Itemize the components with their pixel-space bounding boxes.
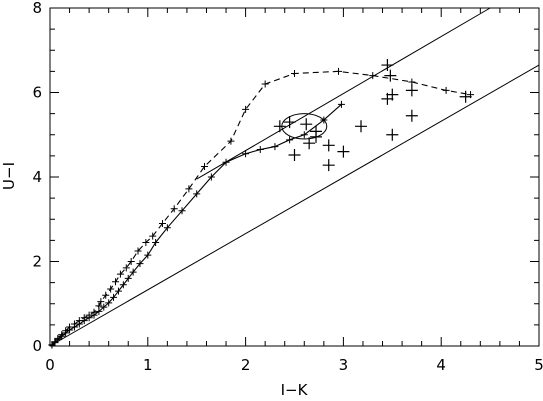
series-2-point-12 <box>95 307 103 315</box>
axis-tick-labels: 0 1 2 3 4 5 0 2 4 6 8 <box>32 0 543 374</box>
series-1-point-33 <box>408 78 416 86</box>
series-3-point-1 <box>273 120 286 133</box>
series-1-point-20 <box>134 247 142 255</box>
series-2-point-19 <box>129 268 137 276</box>
series-2-point-26 <box>207 173 215 181</box>
series-2-point-17 <box>119 281 127 289</box>
data-series <box>48 59 475 349</box>
x-axis-title: I−K <box>281 381 309 399</box>
x-tick-label: 2 <box>241 356 251 374</box>
series-1-point-30 <box>291 69 298 77</box>
series-2-point-22 <box>152 238 160 246</box>
series-3-point-13 <box>384 69 397 82</box>
series-1-point-32 <box>369 72 377 80</box>
series-1-point-21 <box>142 238 150 246</box>
series-3-point-11 <box>355 120 368 133</box>
series-3-point-18 <box>405 109 418 122</box>
series-3-point-3 <box>300 118 313 131</box>
series-2-point-7 <box>70 323 78 331</box>
reference-lines <box>49 7 540 347</box>
series-1-point-23 <box>158 219 166 227</box>
series-3-point-9 <box>322 159 335 172</box>
series-3-point-10 <box>337 145 350 158</box>
series-3-point-7 <box>288 149 301 162</box>
series-2-point-29 <box>256 146 264 154</box>
series-1-point-16 <box>112 278 120 286</box>
series-1-point-25 <box>185 185 193 193</box>
series-2-point-30 <box>271 143 279 151</box>
series-1-point-27 <box>227 137 235 145</box>
series-1-point-34 <box>442 86 450 94</box>
series-3-point-2 <box>283 116 296 129</box>
series-2-line <box>51 103 342 346</box>
reference-line-2 <box>49 64 540 347</box>
series-3-point-19 <box>459 90 472 103</box>
series-2-point-3 <box>54 336 62 344</box>
series-2-point-23 <box>163 224 171 232</box>
series-2-point-20 <box>136 260 144 268</box>
plot-frame <box>49 7 540 347</box>
series-2 <box>48 100 345 349</box>
axis-ticks <box>49 7 540 347</box>
series-1-point-28 <box>242 105 250 113</box>
y-tick-label: 6 <box>32 84 42 102</box>
series-2-point-2 <box>51 339 59 347</box>
error-ellipse <box>281 113 328 140</box>
x-tick-label: 1 <box>143 356 153 374</box>
series-2-point-31 <box>286 136 294 144</box>
series-2-point-16 <box>114 287 122 295</box>
series-2-point-8 <box>75 320 83 328</box>
series-3-point-17 <box>405 84 418 97</box>
series-2-point-34 <box>337 100 345 108</box>
series-2-point-15 <box>110 293 118 301</box>
series-1-point-26 <box>201 162 209 170</box>
series-1-point-15 <box>107 285 115 293</box>
y-tick-label: 0 <box>32 337 42 355</box>
series-2-point-13 <box>100 303 108 311</box>
series-2-point-4 <box>58 332 66 340</box>
series-1-point-31 <box>335 67 343 75</box>
x-tick-label: 0 <box>45 356 55 374</box>
series-1-point-17 <box>116 270 124 278</box>
y-tick-label: 4 <box>32 168 42 186</box>
series-2-point-9 <box>80 317 88 325</box>
x-tick-label: 4 <box>436 356 446 374</box>
series-3-point-16 <box>386 128 399 141</box>
series-1-point-18 <box>122 264 130 272</box>
series-2-point-28 <box>242 150 250 158</box>
series-1-point-19 <box>127 258 135 265</box>
series-3-point-12 <box>381 59 394 72</box>
series-1-line <box>51 70 471 346</box>
series-1 <box>48 67 475 349</box>
series-3 <box>273 59 472 172</box>
series-2-point-11 <box>90 311 98 319</box>
series-3-point-8 <box>322 139 335 152</box>
series-2-point-24 <box>178 207 186 215</box>
series-2-point-27 <box>222 158 230 166</box>
series-2-point-14 <box>105 299 113 307</box>
y-tick-label: 8 <box>32 0 42 17</box>
series-2-point-25 <box>193 190 201 198</box>
series-3-point-15 <box>386 88 399 101</box>
series-2-point-21 <box>144 251 152 259</box>
x-tick-label: 3 <box>339 356 349 374</box>
series-1-point-22 <box>149 232 157 240</box>
series-2-point-32 <box>300 131 308 139</box>
series-1-point-24 <box>170 205 178 213</box>
y-axis-title: U−I <box>0 162 18 190</box>
series-1-point-29 <box>261 80 269 88</box>
series-1-point-14 <box>102 291 110 299</box>
error-ellipse-group <box>281 113 328 140</box>
series-1-point-13 <box>97 298 105 306</box>
series-2-point-6 <box>66 326 74 334</box>
series-2-point-5 <box>62 329 70 337</box>
series-2-point-18 <box>124 274 132 282</box>
series-2-point-10 <box>85 314 93 322</box>
y-tick-label: 2 <box>32 253 42 271</box>
x-tick-label: 5 <box>534 356 543 374</box>
